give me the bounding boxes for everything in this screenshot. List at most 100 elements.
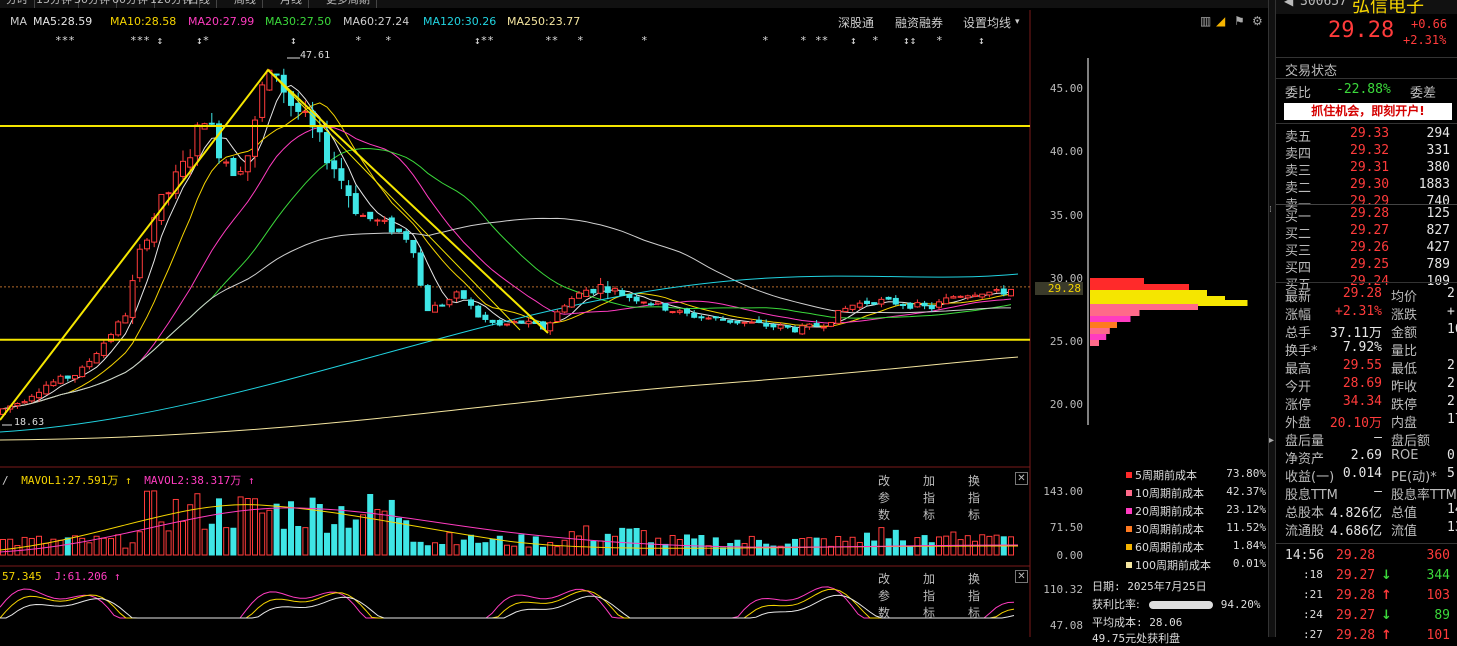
event-marker: ↕ [978, 34, 985, 47]
level-label: 买二 [1285, 227, 1312, 242]
legend-swatch [1126, 472, 1132, 478]
panel-splitter[interactable]: ⁞ ▸ [1268, 0, 1275, 637]
drawing-icon[interactable]: ◢ [1216, 14, 1226, 28]
candle-body [345, 185, 352, 197]
set-ma-button[interactable]: 设置均线 [963, 16, 1012, 30]
candle-body [237, 171, 244, 175]
candle-body [424, 285, 431, 312]
flag-icon[interactable]: ⚑ [1234, 14, 1245, 28]
close-icon[interactable]: ✕ [1015, 472, 1028, 485]
deep-connect-button[interactable]: 深股通 [838, 16, 875, 30]
legend-pct: 11.52% [1226, 521, 1266, 534]
stat-value-right: 2 [1447, 358, 1455, 373]
tab-8[interactable]: 更多周期 [320, 0, 377, 8]
stat-value: 0.014 [1342, 466, 1382, 481]
gear-icon[interactable]: ⚙ [1252, 14, 1263, 28]
candle-body [244, 155, 251, 173]
candle-body [820, 326, 827, 329]
orderbook-row[interactable]: 卖五 29.33 294 [1281, 126, 1457, 145]
up-arrow-icon: ↑ [124, 474, 132, 487]
change-params-button[interactable]: 改参数 [878, 474, 891, 522]
volume-bar [633, 527, 640, 556]
stat-label: 最新 [1285, 290, 1312, 305]
add-indicator-button[interactable]: 加指标 [923, 474, 936, 522]
volume-bar [597, 540, 604, 556]
orderbook-row[interactable]: 买二 29.27 827 [1281, 223, 1457, 242]
tab-4[interactable]: 120分钟 [144, 0, 200, 8]
tab-2[interactable]: 30分钟 [68, 0, 117, 8]
open-account-banner[interactable]: 抓住机会，即刻开户! [1284, 103, 1452, 120]
candle-body [86, 360, 93, 368]
grid-icon[interactable]: ▥ [1200, 14, 1212, 28]
orderbook-row[interactable]: 卖二 29.30 1883 [1281, 177, 1457, 196]
tab-1[interactable]: 15分钟 [30, 0, 79, 8]
stat-value: 4.686亿 [1329, 524, 1382, 539]
cost-distribution-bar [1090, 328, 1110, 334]
stat-label-right: 最低 [1391, 362, 1418, 377]
stat-label-right: 总值 [1391, 506, 1418, 521]
volume-bar [64, 537, 71, 556]
volume-bar [676, 538, 683, 556]
back-icon[interactable]: ◀ [1284, 0, 1294, 8]
tab-3[interactable]: 60分钟 [106, 0, 155, 8]
candle-body [172, 171, 179, 194]
up-arrow-icon: ↑ [113, 570, 121, 583]
ma30-label: MA30:27.50 [265, 15, 332, 28]
swap-indicator-button[interactable]: 换指标 [968, 474, 981, 522]
candle-body [648, 303, 654, 306]
volume-bar [144, 490, 150, 556]
orderbook-row[interactable]: 卖三 29.31 380 [1281, 160, 1457, 179]
volume-bar [763, 543, 770, 556]
orderbook-row[interactable]: 卖一 29.29 740 [1281, 194, 1457, 213]
volume-bar [489, 538, 496, 556]
change-params-button[interactable]: 改参数 [878, 572, 891, 620]
volume-bar [698, 535, 705, 556]
kline-chart[interactable]: *** *** ↕ ↕* ↕ * * ↕** ** * * * * ** ↕ * ↕↕ * ↕ [0, 0, 1275, 637]
candle-body [338, 168, 345, 181]
volume-bar [194, 493, 201, 556]
volume-bar [518, 534, 525, 556]
tab-7[interactable]: 月线 [274, 0, 309, 8]
volume-bar [705, 545, 712, 556]
candle-body [115, 321, 122, 336]
event-marker: ** [545, 34, 558, 47]
candle-body [777, 324, 784, 329]
add-indicator-button[interactable]: 加指标 [923, 572, 936, 620]
tab-5[interactable]: 日线 [182, 0, 217, 8]
volume-bar [244, 498, 251, 556]
close-icon[interactable]: ✕ [1015, 570, 1028, 583]
candle-body [252, 119, 258, 157]
profit-at-price: 49.75元处获利盘 [1092, 632, 1181, 645]
collapse-icon[interactable]: ▸ [1269, 435, 1275, 446]
volume-bar [777, 545, 784, 556]
volume-bar [439, 543, 446, 556]
orderbook-row[interactable]: 买四 29.25 789 [1281, 257, 1457, 276]
stat-value: 37.11万 [1329, 326, 1382, 341]
candle-body [108, 334, 114, 342]
tab-0[interactable]: 分时 [0, 0, 35, 8]
stat-value: 20.10万 [1329, 416, 1382, 431]
volume-bar [230, 527, 237, 556]
cost-distribution-bar [1090, 304, 1198, 310]
orderbook-row[interactable]: 卖四 29.32 331 [1281, 143, 1457, 162]
orderbook-row[interactable]: 买五 29.24 109 [1281, 274, 1457, 293]
swap-indicator-button[interactable]: 换指标 [968, 572, 981, 620]
volume-bar [266, 509, 273, 556]
kdj-header: 57.345 J:61.206 ↑ [2, 570, 121, 583]
volume-bar [388, 499, 395, 556]
orderbook-row[interactable]: 买一 29.28 125 [1281, 206, 1457, 225]
cost-legend-item: 20周期前成本 23.12% [1126, 503, 1266, 521]
chevron-down-icon[interactable]: ▾ [1015, 17, 1020, 27]
orderbook-row[interactable]: 买三 29.26 427 [1281, 240, 1457, 259]
level-price: 29.33 [1350, 126, 1390, 141]
tick-row: 14:56 29.28 360 [1281, 548, 1457, 566]
volume-bar [288, 501, 294, 556]
margin-trading-button[interactable]: 融资融券 [895, 16, 944, 30]
tab-6[interactable]: 周线 [228, 0, 263, 8]
stat-row: 换手* 7.92% 量比 [1281, 340, 1457, 359]
legend-pct: 42.37% [1226, 485, 1266, 498]
cost-distribution-bar [1090, 300, 1248, 306]
level-label: 卖四 [1285, 147, 1312, 162]
stat-label: 涨幅 [1285, 308, 1312, 323]
profit-ratio-row: 获利比率: 94.20% [1092, 596, 1260, 612]
